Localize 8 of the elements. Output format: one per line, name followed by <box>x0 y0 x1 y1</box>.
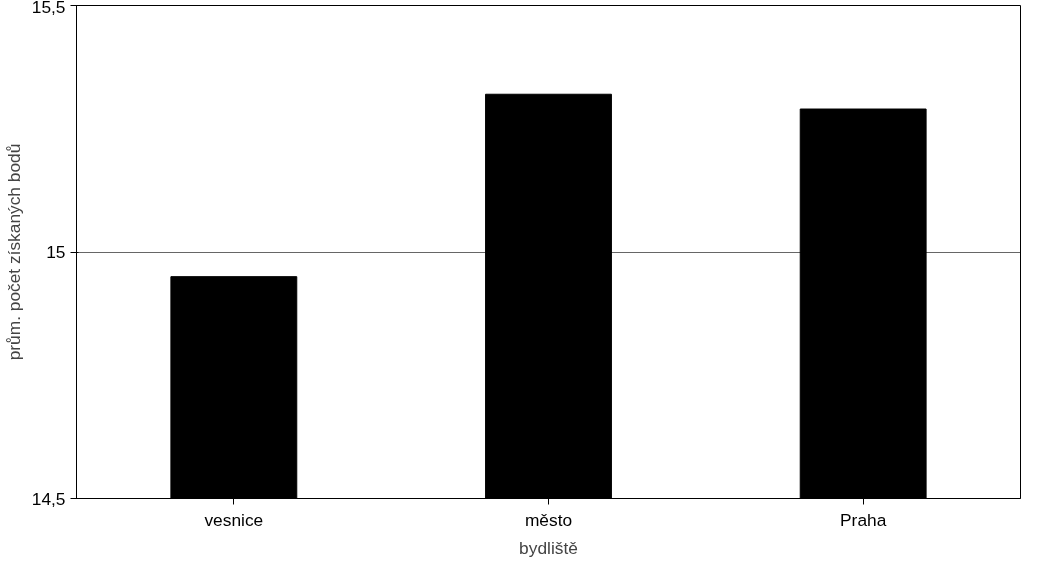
x-axis-title: bydliště <box>519 537 578 558</box>
y-tick-label: 15,5 <box>31 0 66 17</box>
y-axis-title: prům. počet získaných bodů <box>3 143 24 361</box>
y-tick-label: 14,5 <box>31 488 66 509</box>
x-tick-label: město <box>524 509 573 530</box>
x-tick-label: Praha <box>840 509 887 530</box>
y-tick-label: 15 <box>46 242 66 262</box>
x-tick-label: vesnice <box>204 509 264 530</box>
